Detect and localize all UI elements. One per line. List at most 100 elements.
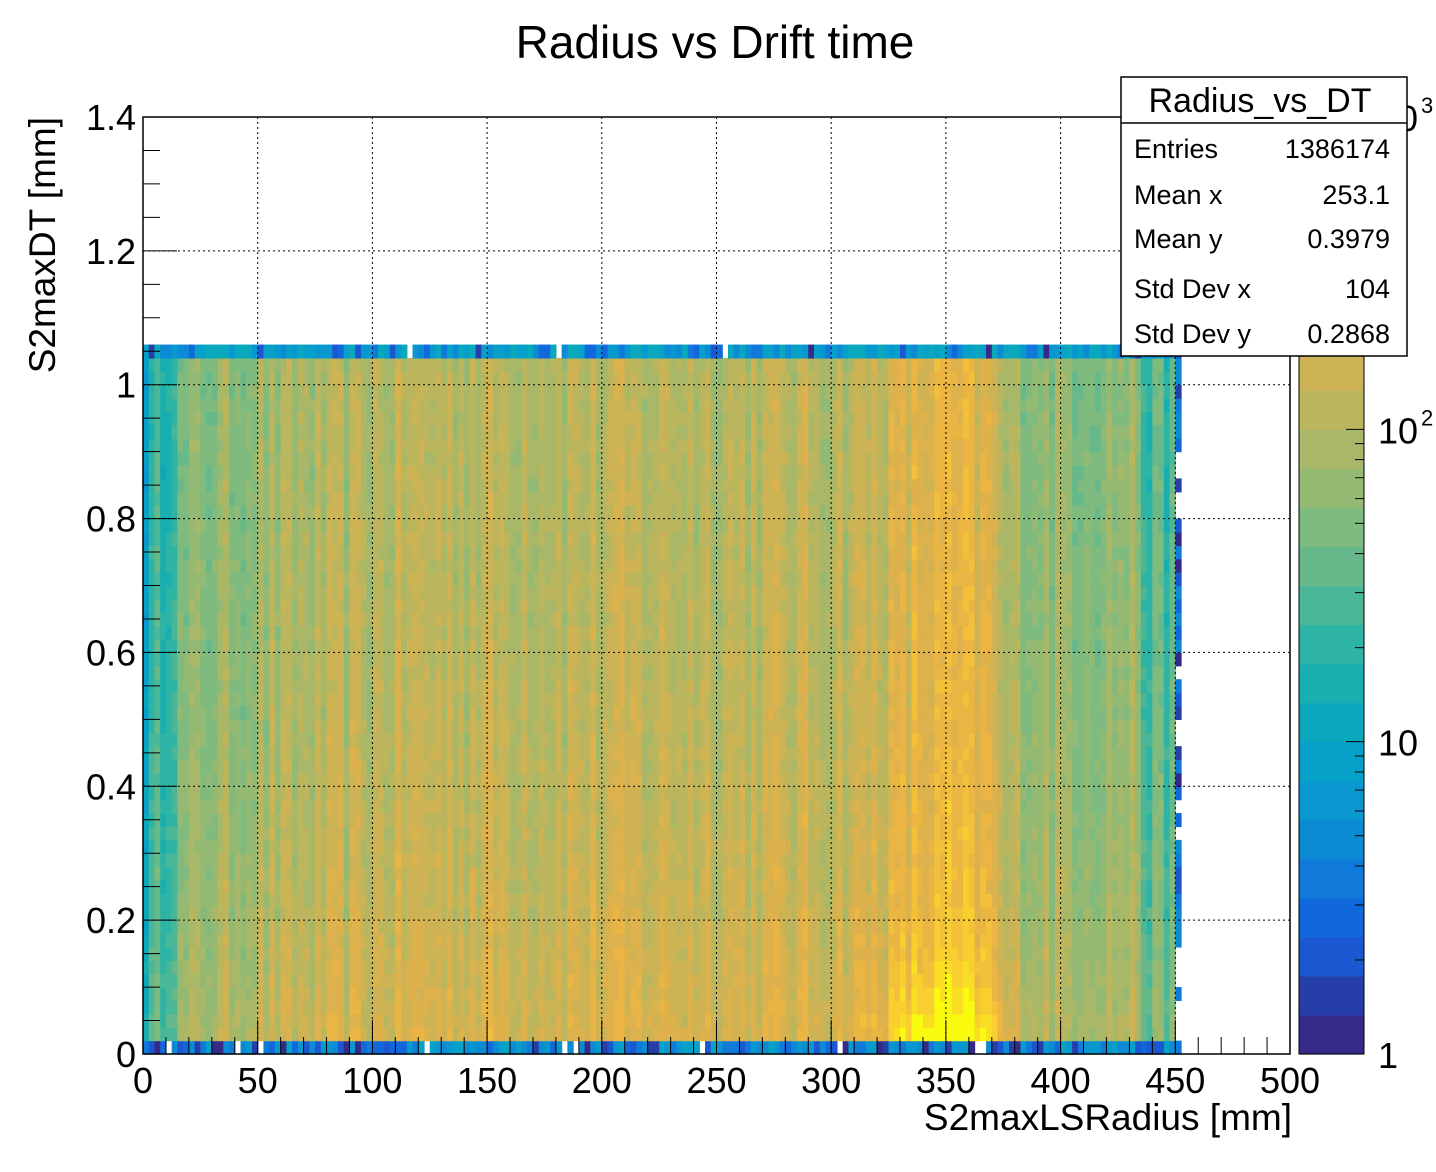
- heatmap-cell: [647, 960, 655, 975]
- heatmap-cell: [194, 384, 201, 399]
- heatmap-cell: [573, 545, 580, 560]
- heatmap-cell: [292, 893, 299, 908]
- heatmap-cell: [217, 732, 224, 747]
- heatmap-cell: [527, 987, 534, 1002]
- heatmap-cell: [670, 1040, 677, 1055]
- heatmap-cell: [578, 598, 586, 613]
- heatmap-cell: [315, 652, 322, 667]
- heatmap-cell: [154, 893, 161, 908]
- heatmap-cell: [217, 906, 224, 921]
- heatmap-cell: [504, 920, 511, 935]
- heatmap-cell: [251, 639, 259, 654]
- heatmap-cell: [286, 598, 293, 613]
- heatmap-cell: [619, 906, 626, 921]
- heatmap-cell: [234, 960, 242, 975]
- heatmap-cell: [515, 518, 523, 533]
- heatmap-cell: [297, 344, 305, 359]
- heatmap-cell: [165, 866, 173, 881]
- heatmap-cell: [332, 652, 339, 667]
- heatmap-cell: [596, 398, 603, 413]
- heatmap-cell: [527, 598, 534, 613]
- heatmap-cell: [297, 799, 305, 814]
- heatmap-cell: [458, 906, 465, 921]
- heatmap-cell: [653, 639, 660, 654]
- heatmap-cell: [223, 879, 230, 894]
- heatmap-cell: [446, 572, 454, 587]
- heatmap-cell: [487, 357, 494, 372]
- heatmap-cell: [418, 398, 425, 413]
- heatmap-cell: [234, 1000, 242, 1015]
- heatmap-cell: [315, 813, 322, 828]
- heatmap-cell: [429, 1013, 437, 1028]
- heatmap-cell: [636, 1040, 643, 1055]
- heatmap-cell: [223, 518, 230, 533]
- heatmap-cell: [555, 679, 563, 694]
- heatmap-cell: [441, 692, 448, 707]
- heatmap-cell: [240, 1013, 247, 1028]
- heatmap-cell: [521, 866, 528, 881]
- heatmap-cell: [343, 357, 351, 372]
- heatmap-cell: [297, 987, 305, 1002]
- heatmap-cell: [659, 411, 666, 426]
- heatmap-cell: [292, 1040, 299, 1055]
- heatmap-cell: [315, 545, 322, 560]
- heatmap-cell: [596, 813, 603, 828]
- heatmap-cell: [441, 1040, 448, 1055]
- heatmap-cell: [229, 813, 236, 828]
- heatmap-cell: [234, 491, 242, 506]
- heatmap-cell: [217, 1013, 224, 1028]
- heatmap-cell: [309, 625, 316, 640]
- heatmap-cell: [309, 357, 316, 372]
- heatmap-cell: [590, 692, 597, 707]
- heatmap-cell: [360, 398, 368, 413]
- heatmap-cell: [401, 639, 408, 654]
- heatmap-cell: [555, 558, 563, 573]
- heatmap-cell: [515, 531, 523, 546]
- heatmap-cell: [527, 732, 534, 747]
- heatmap-cell: [229, 879, 236, 894]
- heatmap-cell: [532, 665, 540, 680]
- heatmap-cell: [527, 451, 534, 466]
- heatmap-cell: [584, 665, 591, 680]
- heatmap-cell: [378, 679, 385, 694]
- heatmap-cell: [372, 545, 379, 560]
- heatmap-cell: [303, 344, 310, 359]
- heatmap-cell: [498, 531, 505, 546]
- heatmap-cell: [647, 665, 655, 680]
- heatmap-cell: [332, 692, 339, 707]
- heatmap-cell: [200, 866, 207, 881]
- heatmap-cell: [412, 531, 419, 546]
- heatmap-cell: [613, 772, 620, 787]
- heatmap-cell: [240, 813, 247, 828]
- heatmap-cell: [297, 893, 305, 908]
- heatmap-cell: [154, 518, 161, 533]
- heatmap-cell: [274, 572, 282, 587]
- heatmap-cell: [424, 893, 431, 908]
- heatmap-cell: [240, 772, 247, 787]
- heatmap-cell: [676, 799, 683, 814]
- heatmap-cell: [418, 545, 425, 560]
- heatmap-cell: [532, 384, 540, 399]
- heatmap-cell: [309, 384, 316, 399]
- heatmap-cell: [481, 879, 488, 894]
- heatmap-cell: [206, 786, 213, 801]
- heatmap-cell: [389, 652, 396, 667]
- heatmap-cell: [200, 1040, 207, 1055]
- heatmap-cell: [343, 973, 351, 988]
- heatmap-cell: [601, 545, 609, 560]
- heatmap-cell: [211, 879, 219, 894]
- heatmap-cell: [647, 692, 655, 707]
- heatmap-cell: [653, 705, 660, 720]
- heatmap-cell: [424, 505, 431, 520]
- heatmap-cell: [532, 612, 540, 627]
- heatmap-cell: [636, 411, 643, 426]
- heatmap-cell: [188, 545, 196, 560]
- heatmap-cell: [200, 679, 207, 694]
- heatmap-cell: [171, 960, 179, 975]
- heatmap-cell: [165, 398, 173, 413]
- heatmap-cell: [263, 344, 270, 359]
- heatmap-cell: [349, 719, 356, 734]
- heatmap-cell: [234, 625, 242, 640]
- heatmap-cell: [223, 531, 230, 546]
- heatmap-cell: [492, 813, 500, 828]
